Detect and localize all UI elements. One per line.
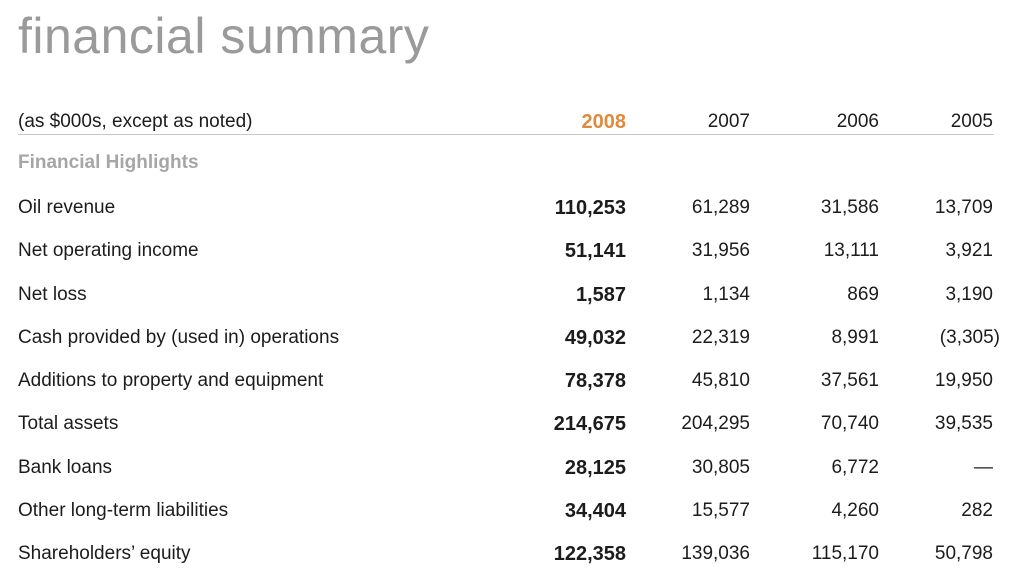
row-label: Additions to property and equipment (18, 370, 324, 391)
value-2005: 3,190 (945, 284, 993, 305)
value-2007: 15,577 (691, 500, 750, 521)
table-row: Other long-term liabilities 34,404 15,57… (18, 499, 1000, 523)
table-row: Net loss 1,587 1,134 869 3,190 (18, 283, 1000, 307)
row-label: Total assets (18, 413, 119, 434)
value-2007: 61,289 (691, 197, 750, 218)
value-2007: 139,036 (681, 543, 750, 564)
table-row: Shareholders’ equity 122,358 139,036 115… (18, 542, 1000, 566)
value-2008: 1,587 (575, 284, 626, 306)
table-row: Net operating income 51,141 31,956 13,11… (18, 239, 1000, 263)
year-header-2005: 2005 (950, 111, 993, 132)
value-2006: 31,586 (820, 197, 879, 218)
row-label: Net operating income (18, 240, 199, 261)
table-row: Cash provided by (used in) operations 49… (18, 326, 1000, 350)
page-title: financial summary (18, 8, 430, 64)
year-header-2006: 2006 (836, 111, 879, 132)
value-2007: 1,134 (702, 284, 750, 305)
row-label: Other long-term liabilities (18, 500, 229, 521)
value-2007: 30,805 (691, 457, 750, 478)
row-label: Cash provided by (used in) operations (18, 327, 340, 348)
value-2006: 4,260 (831, 500, 879, 521)
table-row: Total assets 214,675 204,295 70,740 39,5… (18, 412, 1000, 436)
row-label: Net loss (18, 284, 87, 305)
value-2007: 22,319 (691, 327, 750, 348)
value-2007: 204,295 (681, 413, 750, 434)
section-title: Financial Highlights (18, 152, 199, 173)
value-2005: 19,950 (934, 370, 993, 391)
table-header: (as $000s, except as noted) 2008 2007 20… (18, 110, 1000, 134)
year-header-2008: 2008 (581, 111, 627, 133)
value-2005: 3,921 (945, 240, 993, 261)
value-2008: 49,032 (564, 327, 626, 349)
row-label: Oil revenue (18, 197, 116, 218)
value-2005: 50,798 (934, 543, 993, 564)
value-2008: 51,141 (564, 240, 626, 262)
value-2008: 34,404 (564, 500, 626, 522)
header-divider (18, 134, 994, 135)
value-2006: 70,740 (820, 413, 879, 434)
value-2006: 6,772 (831, 457, 879, 478)
value-2008: 122,358 (553, 543, 626, 565)
value-2005: 13,709 (934, 197, 993, 218)
value-2007: 31,956 (691, 240, 750, 261)
value-2008: 110,253 (554, 197, 626, 219)
table-row: Bank loans 28,125 30,805 6,772 — (18, 456, 1000, 480)
year-header-2007: 2007 (707, 111, 750, 132)
value-2006: 115,170 (811, 543, 879, 564)
value-2005: 39,535 (934, 413, 993, 434)
value-2006: 13,111 (823, 240, 879, 261)
table-row: Oil revenue 110,253 61,289 31,586 13,709 (18, 196, 1000, 220)
row-label: Bank loans (18, 457, 113, 478)
table-row: Additions to property and equipment 78,3… (18, 369, 1000, 393)
row-label: Shareholders’ equity (18, 543, 191, 564)
value-2006: 869 (847, 284, 879, 305)
value-2008: 78,378 (564, 370, 626, 392)
value-2007: 45,810 (691, 370, 750, 391)
value-2005: (3,305) (939, 327, 1000, 348)
units-note: (as $000s, except as noted) (18, 111, 253, 132)
value-2008: 214,675 (553, 413, 626, 435)
value-2005: — (974, 457, 993, 478)
value-2005: 282 (961, 500, 993, 521)
value-2008: 28,125 (564, 457, 626, 479)
value-2006: 8,991 (831, 327, 879, 348)
value-2006: 37,561 (820, 370, 879, 391)
